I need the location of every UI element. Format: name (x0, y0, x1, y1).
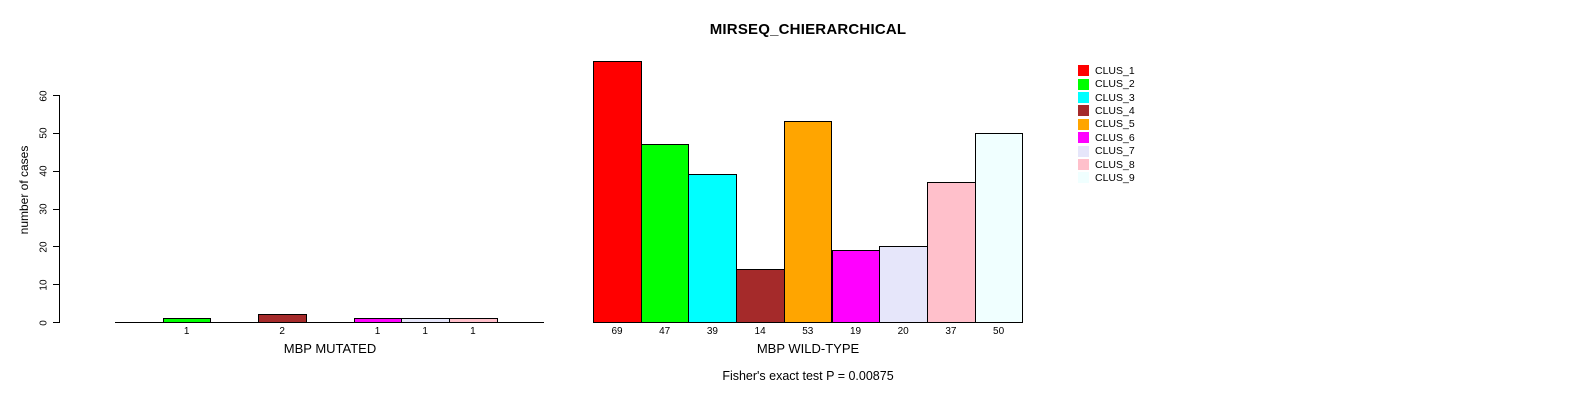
legend-label: CLUS_4 (1095, 104, 1135, 117)
chart-title: MIRSEQ_CHIERARCHICAL (709, 21, 907, 38)
x-axis-title-mutated: MBP MUTATED (283, 341, 377, 356)
legend-item-clus_9: CLUS_9 (1078, 169, 1135, 184)
y-axis-tick-label: 60 (38, 89, 50, 102)
bar-clus_5 (783, 121, 833, 323)
legend-swatch (1078, 132, 1089, 144)
legend-label: CLUS_3 (1095, 91, 1135, 104)
bar-clus_8 (448, 318, 498, 323)
legend-item-clus_4: CLUS_4 (1078, 102, 1135, 117)
legend-swatch (1078, 118, 1089, 130)
bar-value-label: 53 (802, 326, 814, 337)
legend-label: CLUS_9 (1095, 171, 1135, 184)
x-axis-line (115, 322, 544, 323)
bar-clus_7 (401, 318, 450, 323)
legend-label: CLUS_8 (1095, 158, 1135, 171)
bar-value-label: 1 (374, 326, 381, 337)
y-axis-tick-label: 10 (38, 279, 50, 291)
legend-label: CLUS_5 (1095, 118, 1135, 131)
legend-swatch (1078, 92, 1089, 104)
bar-value-label: 2 (279, 326, 285, 337)
y-axis-title: number of cases (17, 145, 31, 235)
bar-clus_7 (879, 246, 928, 323)
legend-item-clus_3: CLUS_3 (1078, 89, 1135, 104)
x-axis-title-wildtype: MBP WILD-TYPE (756, 341, 860, 356)
bar-value-label: 19 (849, 326, 862, 337)
bar-clus_6 (353, 318, 403, 323)
bar-value-label: 37 (945, 326, 957, 337)
legend-swatch (1078, 172, 1089, 184)
bar-value-label: 50 (993, 326, 1005, 337)
bar-value-label: 69 (611, 326, 623, 337)
bar-value-label: 1 (470, 326, 476, 337)
bar-value-label: 47 (659, 326, 671, 337)
bar-value-label: 39 (706, 326, 718, 337)
y-axis-tick (53, 132, 59, 134)
bar-clus_1 (593, 60, 642, 323)
legend-swatch (1078, 145, 1089, 157)
legend-swatch (1078, 105, 1089, 117)
legend-item-clus_6: CLUS_6 (1078, 129, 1135, 144)
bar-clus_2 (162, 318, 212, 323)
bar-clus_4 (736, 269, 785, 323)
y-axis-tick (53, 170, 59, 172)
y-axis-tick (53, 284, 59, 286)
y-axis-tick-label: 20 (38, 241, 50, 253)
legend-item-clus_7: CLUS_7 (1078, 142, 1135, 158)
y-axis-tick-label: 0 (38, 319, 50, 326)
bar-clus_8 (926, 182, 976, 323)
bar-value-label: 20 (897, 326, 909, 337)
y-axis-tick (53, 246, 59, 248)
bar-value-label: 1 (183, 326, 190, 337)
legend-label: CLUS_6 (1095, 131, 1135, 144)
y-axis-tick (53, 95, 59, 96)
legend-label: CLUS_2 (1095, 78, 1135, 91)
legend-label: CLUS_1 (1095, 64, 1135, 77)
legend-swatch (1078, 65, 1089, 77)
bar-value-label: 1 (422, 326, 428, 337)
legend-swatch (1078, 159, 1089, 171)
legend-item-clus_2: CLUS_2 (1078, 75, 1135, 91)
y-axis-tick-label: 40 (38, 165, 50, 177)
bar-clus_6 (831, 250, 881, 323)
bar-clus_9 (974, 132, 1024, 323)
bar-clus_3 (688, 174, 738, 323)
fisher-test-annotation: Fisher's exact test P = 0.00875 (722, 369, 894, 383)
y-axis-tick-label: 30 (38, 203, 50, 215)
bar-clus_4 (258, 314, 307, 323)
y-axis-line (59, 95, 60, 323)
y-axis-tick (53, 322, 59, 323)
bar-value-label: 14 (754, 326, 766, 337)
y-axis-tick-label: 50 (38, 127, 50, 139)
bar-clus_2 (640, 144, 690, 323)
legend-label: CLUS_7 (1095, 145, 1135, 158)
legend-item-clus_1: CLUS_1 (1078, 62, 1135, 77)
y-axis-tick (53, 208, 59, 210)
legend-item-clus_5: CLUS_5 (1078, 116, 1135, 131)
legend-item-clus_8: CLUS_8 (1078, 156, 1135, 171)
legend-swatch (1078, 78, 1089, 90)
